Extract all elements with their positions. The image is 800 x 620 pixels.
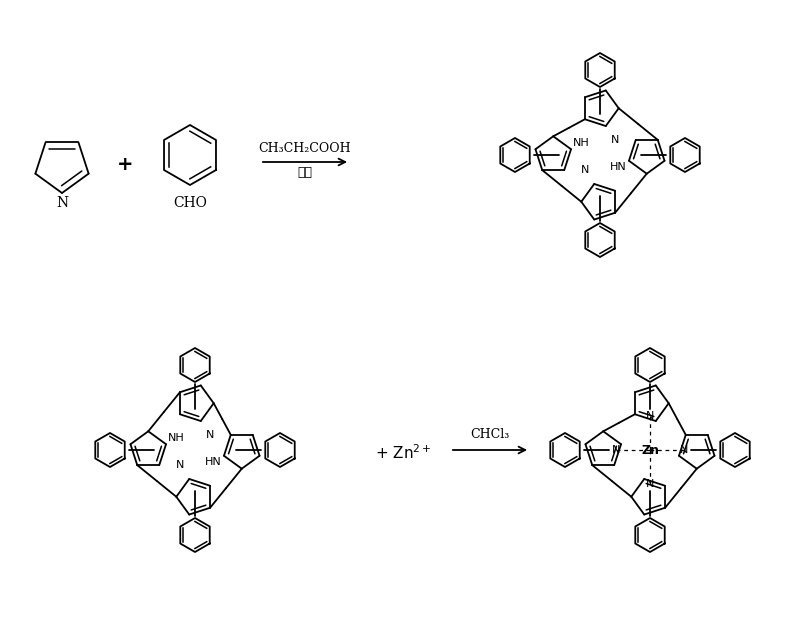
Text: HN: HN (206, 457, 222, 467)
Text: N: N (611, 135, 619, 144)
Text: N: N (206, 430, 214, 440)
Text: + Zn$^{2+}$: + Zn$^{2+}$ (375, 444, 431, 463)
Text: N: N (612, 445, 620, 455)
Text: N: N (680, 445, 688, 455)
Text: N: N (646, 411, 654, 421)
Text: NH: NH (168, 433, 185, 443)
Text: CHCl₃: CHCl₃ (470, 428, 510, 441)
Text: N: N (56, 196, 68, 210)
Text: NH: NH (573, 138, 590, 148)
Text: N: N (646, 479, 654, 489)
Text: CH₃CH₂COOH: CH₃CH₂COOH (258, 141, 351, 154)
Text: +: + (117, 156, 134, 174)
Text: HN: HN (610, 162, 627, 172)
Text: Zn: Zn (641, 443, 659, 456)
Text: N: N (581, 166, 589, 175)
Text: CHO: CHO (173, 196, 207, 210)
Text: N: N (175, 460, 184, 471)
Text: 回流: 回流 (298, 166, 313, 179)
